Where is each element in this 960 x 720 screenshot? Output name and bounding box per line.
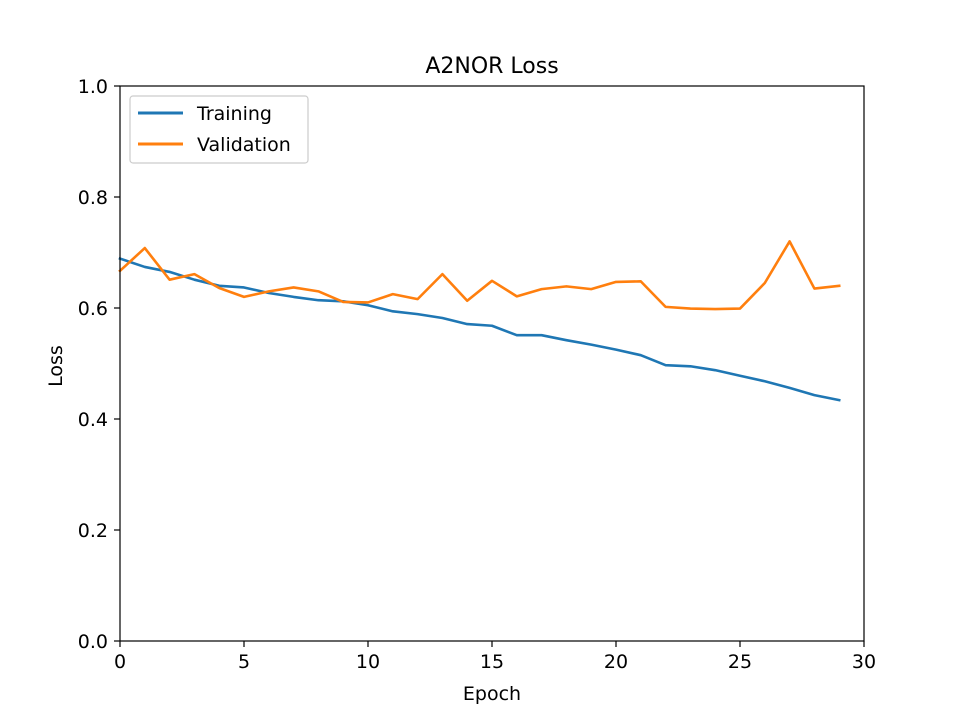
legend-label-training: Training — [196, 103, 272, 125]
y-tick-label: 0.4 — [78, 409, 108, 431]
x-tick-label: 10 — [356, 651, 380, 673]
axes-background — [120, 86, 864, 641]
y-tick-label: 0.8 — [78, 187, 108, 209]
plot-area — [118, 85, 865, 642]
chart-title: A2NOR Loss — [425, 54, 558, 79]
x-axis-ticks: 0 5 10 15 20 25 30 — [114, 641, 876, 673]
x-tick-label: 15 — [480, 651, 504, 673]
x-tick-label: 25 — [728, 651, 752, 673]
x-axis-label: Epoch — [463, 683, 521, 705]
x-tick-label: 20 — [604, 651, 628, 673]
y-tick-label: 0.6 — [78, 298, 108, 320]
series-line-validation — [118, 240, 841, 311]
series-layer — [118, 240, 841, 402]
series-line-training — [118, 256, 841, 402]
legend: Training Validation — [129, 95, 309, 164]
x-tick-label: 0 — [114, 651, 126, 673]
x-tick-label: 5 — [238, 651, 250, 673]
y-axis-ticks: 0.0 0.2 0.4 0.6 0.8 1.0 — [78, 76, 120, 653]
y-axis-label: Loss — [45, 345, 67, 387]
y-tick-label: 0.0 — [78, 631, 108, 653]
y-tick-label: 1.0 — [78, 76, 108, 98]
x-tick-label: 30 — [852, 651, 876, 673]
legend-label-validation: Validation — [197, 134, 291, 156]
y-tick-label: 0.2 — [78, 520, 108, 542]
